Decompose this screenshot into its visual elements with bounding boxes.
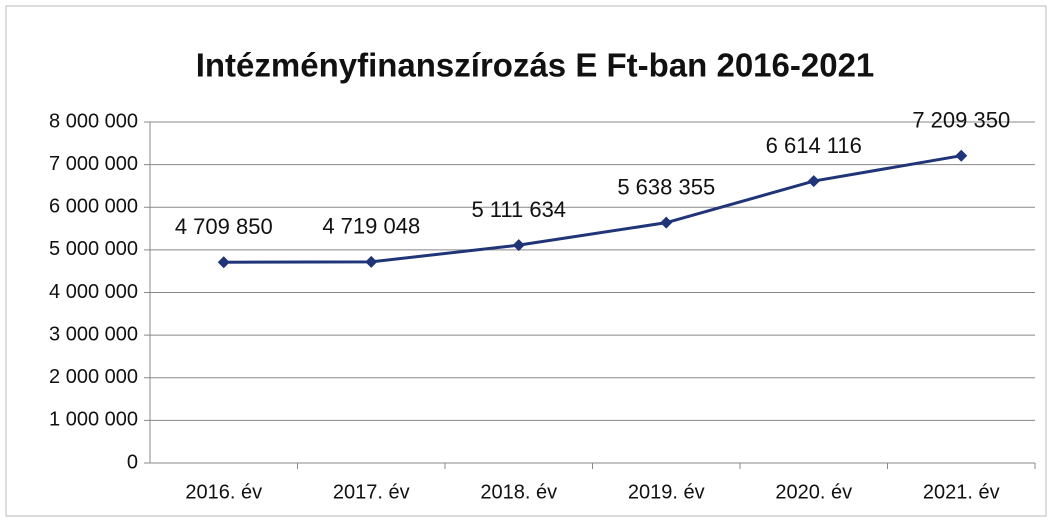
y-tick-label: 4 000 000 <box>49 281 138 303</box>
data-label: 7 209 350 <box>912 108 1010 133</box>
data-label: 4 709 850 <box>175 214 273 239</box>
y-tick-label: 1 000 000 <box>49 409 138 431</box>
x-tick-label: 2018. év <box>480 481 557 503</box>
chart-frame <box>5 5 1047 517</box>
x-tick-label: 2017. év <box>333 481 410 503</box>
y-tick-label: 0 <box>127 451 138 473</box>
data-point <box>660 216 673 229</box>
data-label: 5 111 634 <box>471 197 566 222</box>
x-tick-label: 2016. év <box>185 481 262 503</box>
data-label: 4 719 048 <box>322 214 420 239</box>
data-point <box>512 239 525 252</box>
data-point <box>217 256 230 269</box>
data-point <box>807 175 820 188</box>
y-tick-label: 6 000 000 <box>49 196 138 218</box>
y-tick-label: 5 000 000 <box>49 238 138 260</box>
data-point <box>365 255 378 268</box>
x-tick-label: 2019. év <box>628 481 705 503</box>
y-tick-label: 3 000 000 <box>49 323 138 345</box>
y-tick-label: 7 000 000 <box>49 153 138 175</box>
x-tick-label: 2020. év <box>775 481 852 503</box>
y-tick-label: 8 000 000 <box>49 110 138 132</box>
data-point <box>955 149 968 162</box>
data-label: 5 638 355 <box>617 174 715 199</box>
y-tick-label: 2 000 000 <box>49 366 138 388</box>
data-label: 6 614 116 <box>766 133 862 158</box>
chart-title: Intézményfinanszírozás E Ft-ban 2016-202… <box>196 47 875 84</box>
data-line <box>223 154 962 264</box>
x-tick-label: 2021. év <box>923 481 1000 503</box>
